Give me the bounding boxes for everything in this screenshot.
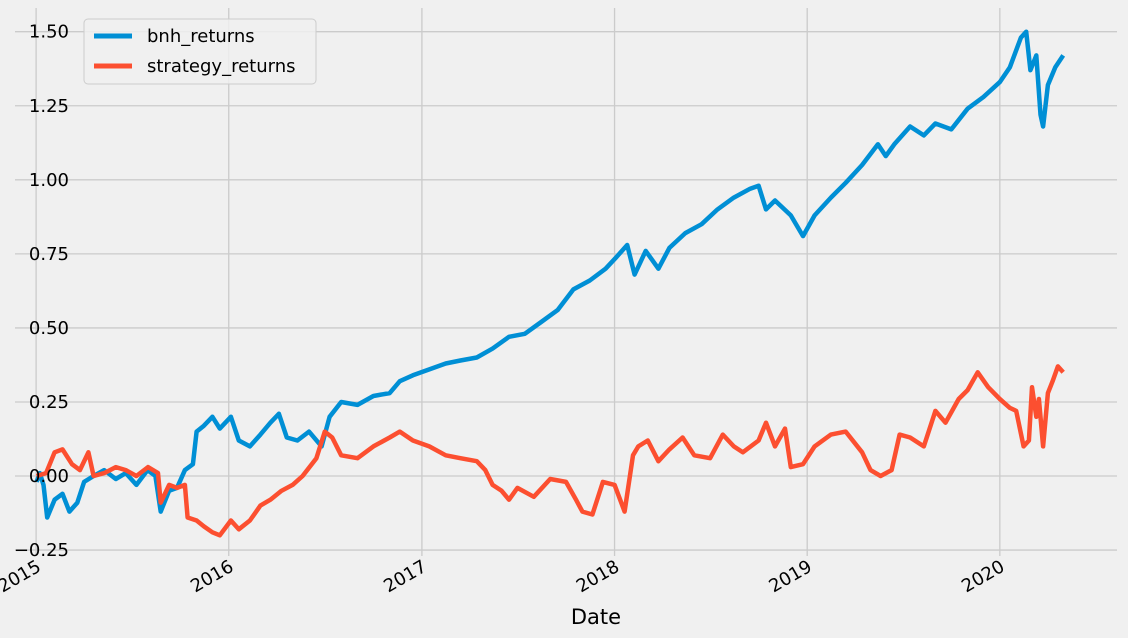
grid <box>15 8 1117 556</box>
legend-label-bnh-returns: bnh_returns <box>147 26 255 47</box>
series-lines <box>34 29 1066 538</box>
y-tick-label: 1.00 <box>29 170 69 191</box>
series-line-strategy-returns <box>35 364 1065 538</box>
legend-frame <box>83 18 317 85</box>
y-tick-label: 1.25 <box>29 96 69 117</box>
legend: bnh_returns strategy_returns <box>83 18 317 85</box>
x-axis-title: Date <box>571 605 621 629</box>
legend-label-strategy-returns: strategy_returns <box>147 56 296 77</box>
y-tick-label: 0.00 <box>29 466 69 487</box>
y-tick-label: −0.25 <box>14 540 69 561</box>
y-tick-label: 0.25 <box>29 392 69 413</box>
y-tick-label: 0.50 <box>29 318 69 339</box>
y-tick-label: 1.50 <box>29 22 69 43</box>
y-axis-ticks: −0.25 0.00 0.25 0.50 0.75 1.00 1.25 1.50 <box>14 22 69 561</box>
y-tick-label: 0.75 <box>29 244 69 265</box>
